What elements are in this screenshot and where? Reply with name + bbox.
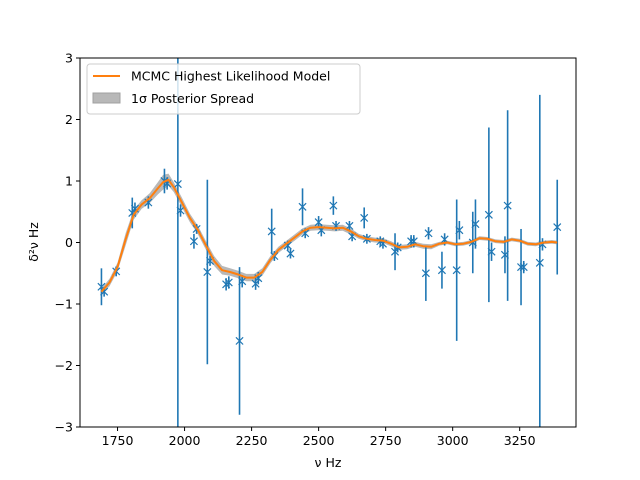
data-point	[484, 210, 493, 219]
y-tick-label: 0	[65, 235, 73, 250]
x-tick-label: 1750	[102, 433, 134, 448]
data-point	[424, 229, 433, 238]
data-point	[314, 218, 323, 227]
posterior-spread-band	[101, 173, 558, 295]
plot-area	[97, 58, 562, 427]
data-point	[519, 263, 528, 272]
data-point	[203, 267, 212, 277]
y-tick-label: −2	[55, 358, 73, 373]
y-tick-label: −3	[55, 420, 73, 435]
y-tick-label: 3	[65, 51, 73, 66]
x-axis-label: ν Hz	[315, 455, 342, 470]
x-axis-ticks: 1750 2000 2250 2500 2750 3000 3250	[102, 427, 536, 448]
x-tick-label: 3000	[437, 433, 469, 448]
y-axis-label: δ²ν Hz	[26, 222, 41, 262]
data-point	[517, 263, 526, 272]
model-line-layer	[100, 178, 558, 293]
x-tick-label: 2500	[303, 433, 335, 448]
data-point	[437, 266, 446, 275]
data-point	[553, 223, 562, 232]
data-point	[298, 202, 307, 211]
y-axis-ticks: −3 −2 −1 0 1 2 3	[55, 51, 80, 435]
data-point	[128, 208, 137, 218]
data-point	[238, 277, 247, 286]
x-tick-label: 3250	[504, 433, 536, 448]
model-line	[100, 178, 558, 293]
data-point	[176, 206, 185, 215]
posterior-spread-area	[101, 173, 558, 295]
legend-box	[86, 63, 361, 115]
x-tick-label: 2750	[370, 433, 402, 448]
data-point	[503, 201, 512, 210]
data-point	[360, 213, 369, 222]
y-tick-label: −1	[55, 297, 73, 312]
data-point	[286, 249, 295, 258]
data-point	[329, 201, 338, 210]
data-point	[535, 258, 544, 267]
data-point	[224, 278, 233, 287]
data-point	[235, 336, 244, 345]
data-point	[421, 269, 430, 278]
y-tick-label: 1	[65, 174, 73, 189]
data-point	[100, 287, 109, 296]
x-tick-label: 2000	[169, 433, 201, 448]
data-point	[455, 226, 464, 235]
data-point	[500, 250, 509, 259]
data-point	[283, 241, 292, 250]
x-tick-label: 2250	[236, 433, 268, 448]
legend-spread-swatch	[92, 92, 121, 104]
legend-spread-label: 1σ Posterior Spread	[131, 91, 254, 106]
data-point	[471, 220, 480, 229]
data-point	[407, 237, 416, 246]
legend: MCMC Highest Likelihood Model 1σ Posteri…	[86, 63, 361, 115]
data-point	[391, 247, 400, 256]
legend-model-label: MCMC Highest Likelihood Model	[131, 69, 330, 84]
data-point	[189, 237, 198, 246]
data-point	[345, 221, 354, 230]
data-point	[267, 227, 276, 236]
data-point	[173, 180, 182, 189]
data-point	[452, 266, 461, 275]
data-point	[251, 279, 260, 288]
data-point	[487, 247, 496, 256]
y-tick-label: 2	[65, 112, 73, 127]
